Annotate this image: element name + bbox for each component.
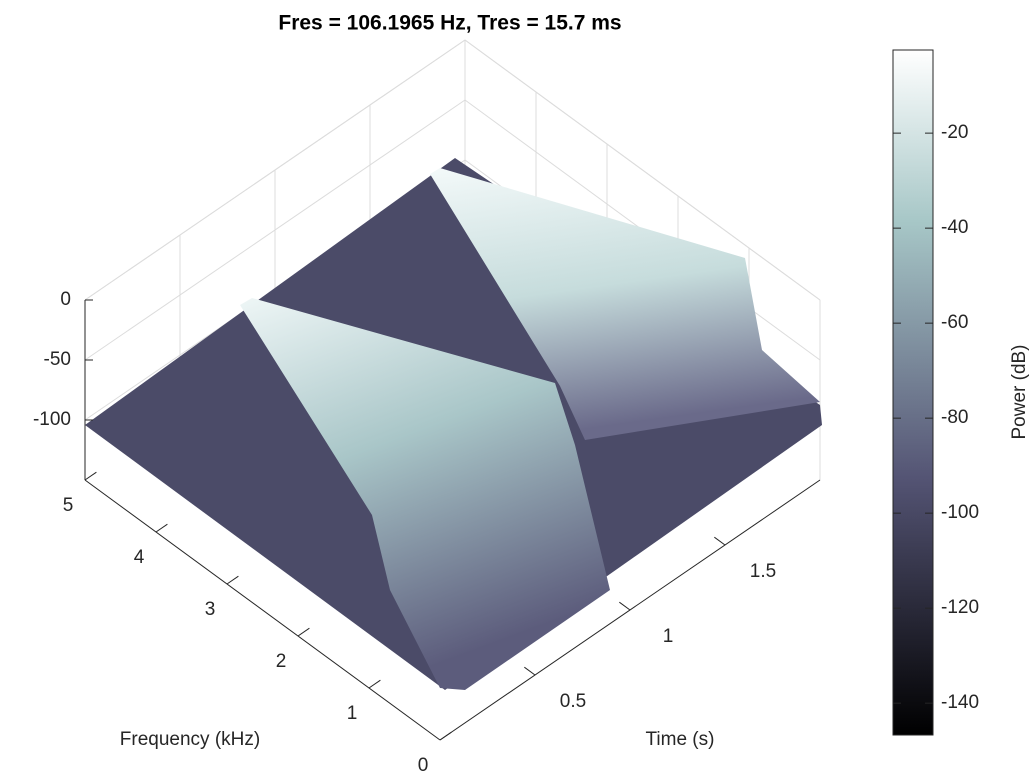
- z-tick-label: -50: [44, 349, 71, 370]
- colorbar-label: Power (dB): [1009, 344, 1030, 439]
- x-axis: [439, 479, 821, 741]
- chart-title: Fres = 106.1965 Hz, Tres = 15.7 ms: [278, 12, 621, 35]
- x-axis-label: Time (s): [646, 729, 715, 750]
- ridge-front: [240, 298, 610, 690]
- x-tick-label: 1: [663, 626, 674, 647]
- y-tick: [155, 523, 168, 533]
- colorbar-tick-label: -60: [941, 312, 968, 333]
- surface: [85, 158, 822, 690]
- y-tick-label: 2: [276, 651, 287, 672]
- x-tick-label: 1.5: [750, 561, 776, 582]
- z-tick-label: 0: [60, 289, 71, 310]
- colorbar-tick-label: -40: [941, 217, 968, 238]
- y-tick-label: 5: [63, 495, 74, 516]
- y-tick: [297, 627, 310, 637]
- y-tick: [368, 679, 381, 689]
- colorbar-ticks: -140 -120 -100 -80 -60 -40 -20: [893, 122, 979, 713]
- z-tick-label: -100: [33, 409, 71, 430]
- colorbar-tick-label: -120: [941, 597, 979, 618]
- axes: -100 -50 0 0.5 1 1.5 0 1 2 3 4 5: [33, 289, 821, 776]
- colorbar-tick-label: -80: [941, 407, 968, 428]
- y-tick-label: 1: [347, 703, 358, 724]
- colorbar: [892, 49, 934, 736]
- colorbar-tick-label: -20: [941, 122, 968, 143]
- y-tick-label: 0: [418, 755, 429, 776]
- x-tick-label: 0.5: [560, 691, 586, 712]
- x-tick: [524, 666, 536, 676]
- y-tick: [226, 575, 239, 585]
- x-tick: [714, 536, 726, 546]
- y-axis-label: Frequency (kHz): [120, 729, 260, 750]
- x-tick: [619, 601, 631, 611]
- y-tick-label: 3: [205, 599, 216, 620]
- y-axis: [84, 479, 441, 741]
- y-tick: [84, 471, 97, 481]
- colorbar-tick-label: -140: [941, 692, 979, 713]
- grid-line: [464, 39, 821, 301]
- colorbar-tick-label: -100: [941, 502, 979, 523]
- y-tick-label: 4: [134, 547, 145, 568]
- ridge-back: [430, 168, 820, 440]
